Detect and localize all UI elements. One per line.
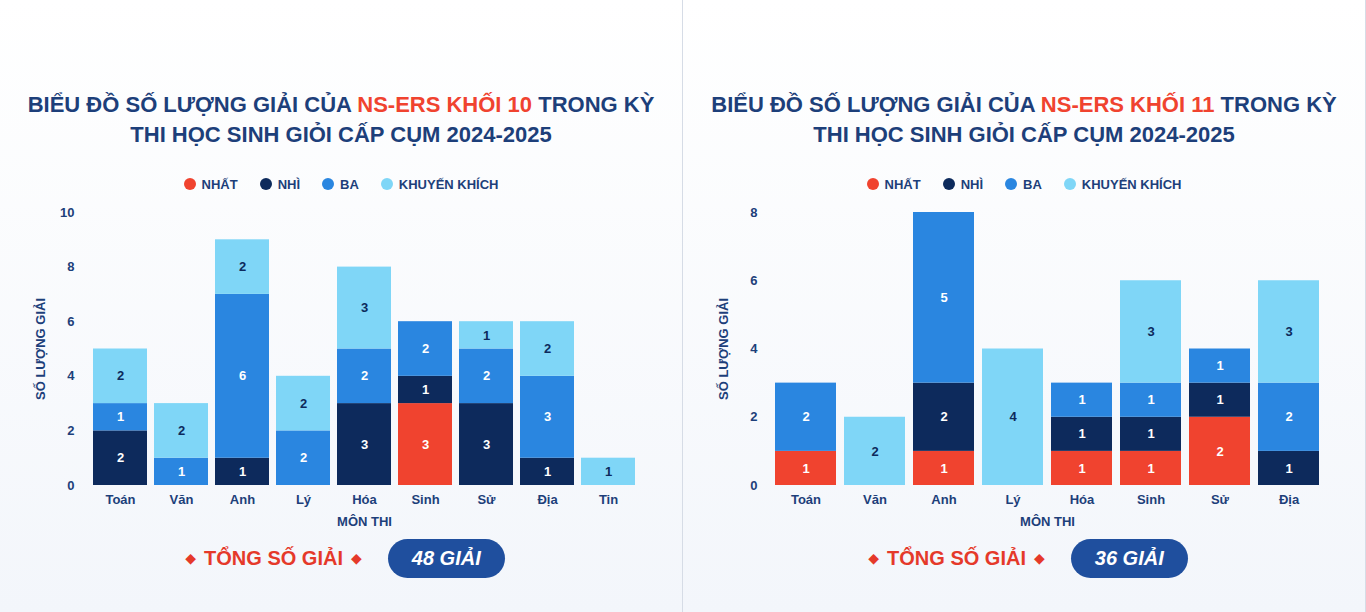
svg-text:MÔN THI: MÔN THI [1020,514,1075,529]
svg-text:3: 3 [1147,324,1154,339]
svg-text:1: 1 [940,461,947,476]
svg-text:0: 0 [67,478,74,493]
svg-text:5: 5 [940,290,947,305]
svg-text:1: 1 [1147,392,1154,407]
svg-text:Anh: Anh [230,492,255,507]
html-text:BA: BA [340,176,359,192]
svg-text:Văn: Văn [863,492,887,507]
svg-text:2: 2 [117,368,124,383]
svg-text:2: 2 [300,396,307,411]
html-text:NHẤT: NHẤT [201,176,238,192]
svg-text:8: 8 [67,259,74,274]
html-text:BA: BA [1023,176,1042,192]
svg-text:2: 2 [300,450,307,465]
svg-text:2: 2 [750,409,757,424]
svg-text:6: 6 [67,314,74,329]
html-text:KHUYẾN KHÍCH: KHUYẾN KHÍCH [1081,176,1182,192]
svg-text:2: 2 [422,341,429,356]
svg-text:1: 1 [239,464,246,479]
html-text:TỔNG SỐ GIẢI: TỔNG SỐ GIẢI [887,547,1026,569]
svg-text:3: 3 [483,437,490,452]
svg-text:1: 1 [1078,426,1085,441]
svg-text:0: 0 [750,478,757,493]
svg-text:2: 2 [67,423,74,438]
svg-text:Lý: Lý [296,492,312,507]
svg-text:2: 2 [1285,409,1292,424]
html-text:NHÌ: NHÌ [277,176,300,192]
svg-text:6: 6 [239,368,246,383]
svg-text:2: 2 [1216,444,1223,459]
svg-text:1: 1 [544,464,551,479]
svg-text:1: 1 [1147,426,1154,441]
html-text:NHẤT: NHẤT [884,176,921,192]
svg-text:6: 6 [750,273,757,288]
html-text:NHÌ: NHÌ [960,176,983,192]
html-text:36 GIẢI: 36 GIẢI [1094,547,1164,569]
svg-text:Sử: Sử [477,492,496,507]
svg-text:Toán: Toán [105,492,135,507]
svg-text:3: 3 [1285,324,1292,339]
svg-text:Lý: Lý [1005,492,1021,507]
svg-text:Toán: Toán [791,492,821,507]
svg-text:2: 2 [361,368,368,383]
svg-text:3: 3 [422,437,429,452]
svg-text:Hóa: Hóa [352,492,377,507]
svg-text:Địa: Địa [1279,492,1300,507]
svg-text:3: 3 [361,437,368,452]
svg-text:SỐ LƯỢNG GIẢI: SỐ LƯỢNG GIẢI [716,298,731,400]
svg-text:4: 4 [67,368,75,383]
svg-text:10: 10 [60,205,74,220]
svg-text:Sinh: Sinh [411,492,439,507]
svg-text:3: 3 [544,409,551,424]
svg-text:2: 2 [802,409,809,424]
svg-text:1: 1 [1078,461,1085,476]
svg-text:2: 2 [940,409,947,424]
svg-text:1: 1 [1285,461,1292,476]
svg-text:1: 1 [605,464,612,479]
svg-text:Địa: Địa [537,492,558,507]
html-text:TỔNG SỐ GIẢI: TỔNG SỐ GIẢI [204,547,343,569]
svg-text:2: 2 [871,444,878,459]
svg-text:8: 8 [750,205,757,220]
svg-text:1: 1 [422,382,429,397]
svg-text:1: 1 [1216,392,1223,407]
html-text:BIỂU ĐỒ SỐ LƯỢNG GIẢI CỦA NS-E: BIỂU ĐỒ SỐ LƯỢNG GIẢI CỦA NS-ERS KHỐI 10… [27,92,655,147]
svg-text:2: 2 [178,423,185,438]
svg-text:4: 4 [750,341,758,356]
svg-text:SỐ LƯỢNG GIẢI: SỐ LƯỢNG GIẢI [33,298,48,400]
svg-text:1: 1 [117,409,124,424]
svg-text:Anh: Anh [931,492,956,507]
svg-text:1: 1 [1216,358,1223,373]
svg-text:4: 4 [1009,409,1017,424]
svg-text:Sinh: Sinh [1137,492,1165,507]
svg-text:1: 1 [178,464,185,479]
svg-text:1: 1 [802,461,809,476]
svg-text:MÔN THI: MÔN THI [337,514,392,529]
svg-text:Hóa: Hóa [1070,492,1095,507]
svg-text:1: 1 [1078,392,1085,407]
svg-text:2: 2 [239,259,246,274]
svg-text:Sử: Sử [1211,492,1230,507]
html-text:KHUYẾN KHÍCH: KHUYẾN KHÍCH [398,176,499,192]
svg-text:2: 2 [117,450,124,465]
html-text:48 GIẢI: 48 GIẢI [411,547,481,569]
svg-text:3: 3 [361,300,368,315]
svg-text:Tin: Tin [599,492,618,507]
svg-text:2: 2 [544,341,551,356]
svg-text:1: 1 [483,328,490,343]
html-text:BIỂU ĐỒ SỐ LƯỢNG GIẢI CỦA NS-E: BIỂU ĐỒ SỐ LƯỢNG GIẢI CỦA NS-ERS KHỐI 11… [711,92,1337,147]
svg-text:1: 1 [1147,461,1154,476]
svg-text:2: 2 [483,368,490,383]
svg-text:Văn: Văn [170,492,194,507]
